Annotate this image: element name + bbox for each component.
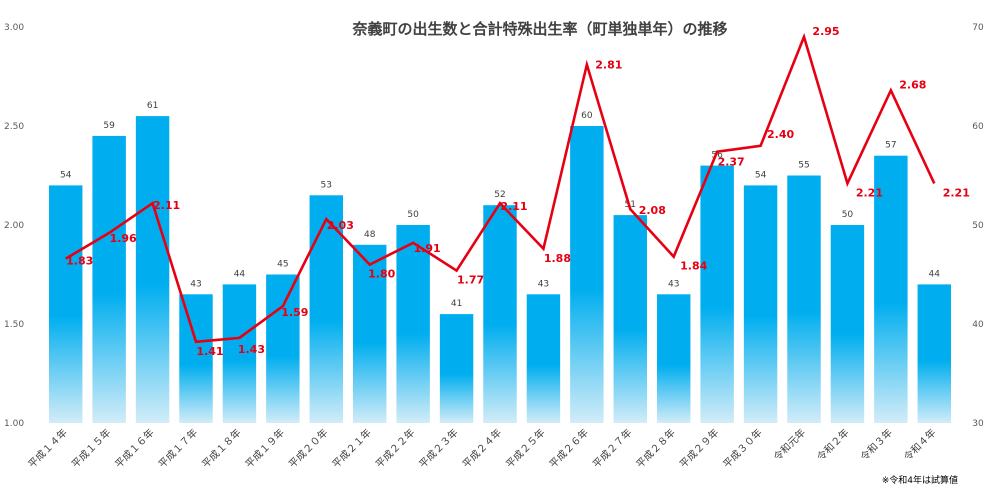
births-value-label: 56 — [711, 151, 723, 161]
births-value-label: 54 — [60, 170, 72, 180]
year-tick-label: 平成１９年 — [242, 426, 287, 471]
year-tick-label: 平成２５年 — [503, 426, 548, 471]
year-tick-label: 平成１５年 — [69, 426, 114, 471]
births-bar — [352, 244, 387, 423]
fertility-rate-label: 2.08 — [639, 204, 666, 217]
fertility-rate-label: 2.37 — [718, 156, 745, 169]
births-bar — [700, 165, 734, 423]
year-tick-label: 平成２４年 — [460, 426, 505, 471]
births-value-label: 41 — [451, 299, 462, 309]
fertility-rate-label: 1.77 — [457, 274, 484, 287]
births-value-label: 43 — [190, 279, 201, 289]
births-bar — [570, 126, 604, 423]
year-tick-label: 平成２９年 — [677, 426, 722, 471]
fertility-rate-label: 2.11 — [153, 199, 180, 212]
left-axis-tick: 3.00 — [4, 23, 24, 33]
year-tick-label: 令和３年 — [858, 426, 895, 463]
fertility-rate-label: 2.40 — [767, 128, 794, 141]
births-bar — [830, 225, 865, 423]
fertility-rate-line — [65, 32, 936, 344]
year-tick-label: 平成１７年 — [156, 426, 201, 471]
left-axis-tick: 2.50 — [4, 122, 24, 132]
births-bar — [656, 294, 691, 423]
births-bar — [874, 155, 908, 423]
fertility-rate-label: 1.59 — [281, 306, 308, 319]
fertility-rate-label: 1.83 — [66, 255, 93, 268]
births-bar — [179, 294, 213, 423]
births-value-label: 43 — [668, 279, 679, 289]
year-tick-label: 平成２２年 — [373, 426, 418, 471]
year-tick-label: 平成１６年 — [112, 426, 157, 471]
births-bar — [135, 116, 170, 423]
year-tick-label: 令和４年 — [901, 426, 938, 463]
births-bar — [222, 284, 257, 423]
fertility-rate-label: 2.21 — [856, 186, 883, 199]
right-axis-tick: 60 — [972, 122, 984, 132]
births-bar — [917, 284, 952, 423]
births-bar — [787, 175, 821, 423]
left-axis-tick: 1.50 — [4, 320, 24, 330]
births-bar — [396, 225, 430, 423]
births-value-label: 53 — [321, 180, 332, 190]
births-bar — [266, 274, 300, 423]
births-value-label: 61 — [147, 101, 158, 111]
year-tick-label: 令和２年 — [814, 426, 851, 463]
births-bar — [309, 195, 344, 423]
fertility-rate-label: 1.91 — [414, 242, 441, 255]
births-bar — [526, 294, 561, 423]
births-bar — [48, 185, 83, 423]
fertility-rate-label: 1.43 — [238, 343, 265, 356]
births-value-label: 43 — [538, 279, 549, 289]
left-axis-tick: 1.00 — [4, 419, 24, 429]
year-tick-label: 平成２０年 — [286, 426, 331, 471]
births-value-label: 50 — [407, 210, 419, 220]
births-value-label: 50 — [842, 210, 854, 220]
year-tick-label: 平成１８年 — [199, 426, 244, 471]
left-axis-tick: 2.00 — [4, 221, 24, 231]
births-value-label: 54 — [755, 170, 767, 180]
fertility-rate-label: 2.11 — [500, 200, 527, 213]
fertility-rate-label: 2.21 — [943, 186, 970, 199]
births-bar — [483, 205, 517, 423]
fertility-rate-label: 1.84 — [680, 260, 707, 273]
births-bar — [92, 135, 126, 423]
year-tick-label: 平成２３年 — [416, 426, 461, 471]
births-value-label: 60 — [581, 111, 593, 121]
year-tick-label: 平成１４年 — [25, 426, 70, 471]
right-axis-tick: 30 — [972, 419, 984, 429]
births-value-label: 55 — [798, 161, 809, 171]
births-value-label: 44 — [929, 269, 941, 279]
births-value-label: 57 — [885, 141, 896, 151]
year-tick-label: 平成３０年 — [720, 426, 765, 471]
fertility-rate-label: 2.81 — [595, 59, 622, 72]
fertility-rate-label: 1.96 — [110, 232, 137, 245]
fertility-rate-label: 1.41 — [196, 345, 223, 358]
right-axis-tick: 70 — [972, 23, 984, 33]
births-bar — [743, 185, 778, 423]
births-bar — [439, 314, 474, 423]
year-tick-label: 平成２８年 — [633, 426, 678, 471]
fertility-rate-label: 2.68 — [899, 78, 926, 91]
right-axis-tick: 40 — [972, 320, 984, 330]
fertility-rate-label: 1.80 — [368, 268, 395, 281]
fertility-rate-label: 1.88 — [544, 252, 571, 265]
right-axis-tick: 50 — [972, 221, 984, 231]
year-tick-label: 令和元年 — [771, 426, 808, 463]
year-tick-label: 平成２１年 — [329, 426, 374, 471]
fertility-rate-label: 2.03 — [327, 219, 354, 232]
births-value-label: 45 — [277, 260, 288, 270]
chart-title: 奈義町の出生数と合計特殊出生率（町単独単年）の推移 — [351, 20, 727, 38]
fertility-rate-label: 2.95 — [812, 25, 839, 38]
estimate-note: ※令和4年は試算値 — [882, 474, 958, 486]
year-tick-label: 平成２７年 — [590, 426, 635, 471]
births-value-label: 48 — [364, 230, 376, 240]
births-value-label: 59 — [103, 121, 115, 131]
births-value-label: 52 — [494, 190, 505, 200]
year-tick-label: 平成２６年 — [546, 426, 591, 471]
births-bar — [613, 215, 648, 423]
births-value-label: 44 — [234, 269, 246, 279]
